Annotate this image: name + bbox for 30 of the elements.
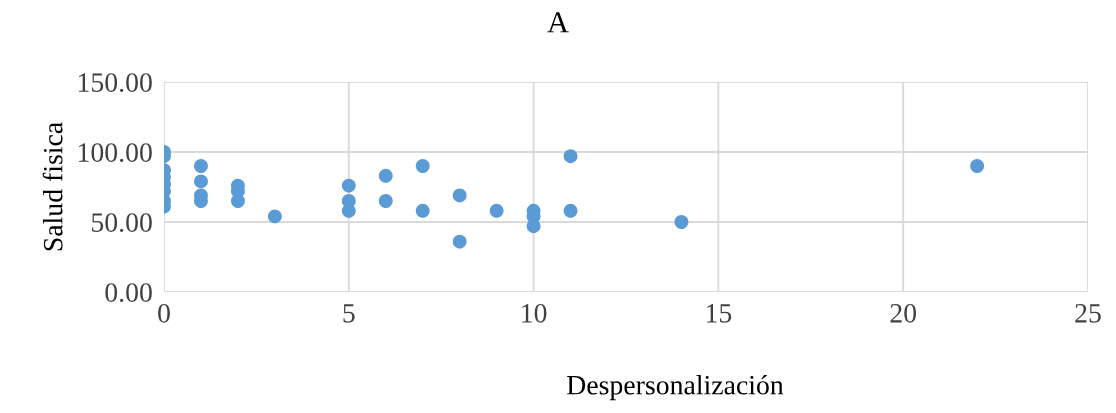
point — [563, 149, 578, 164]
point — [674, 215, 689, 229]
point — [970, 159, 985, 173]
point — [230, 194, 245, 208]
y-axis-title: Salud fisica — [42, 122, 63, 251]
point — [452, 188, 467, 203]
y-tick-label: 50.00 — [92, 213, 152, 233]
point — [526, 219, 541, 234]
point — [452, 234, 467, 249]
chart-title: A — [547, 12, 569, 33]
point — [489, 203, 504, 218]
point — [415, 159, 430, 173]
point — [563, 203, 578, 218]
point — [194, 174, 208, 189]
x-tick-label: 15 — [706, 304, 732, 323]
point — [415, 203, 430, 218]
x-tick-label: 10 — [522, 303, 547, 323]
x-tick-label: 25 — [1075, 303, 1101, 323]
y-tick-label: 150.00 — [78, 73, 152, 93]
point — [267, 209, 282, 224]
point — [194, 159, 208, 173]
x-axis-title: Despersonalización — [567, 375, 784, 401]
x-tick-label: 5 — [343, 304, 355, 323]
y-tick-label: 100.00 — [78, 143, 152, 163]
point — [341, 178, 356, 193]
y-tick-label: 0.00 — [105, 283, 152, 303]
x-tick-label: 20 — [890, 303, 917, 323]
x-tick-label: 0 — [158, 303, 170, 323]
point — [378, 194, 393, 208]
point — [378, 168, 393, 183]
